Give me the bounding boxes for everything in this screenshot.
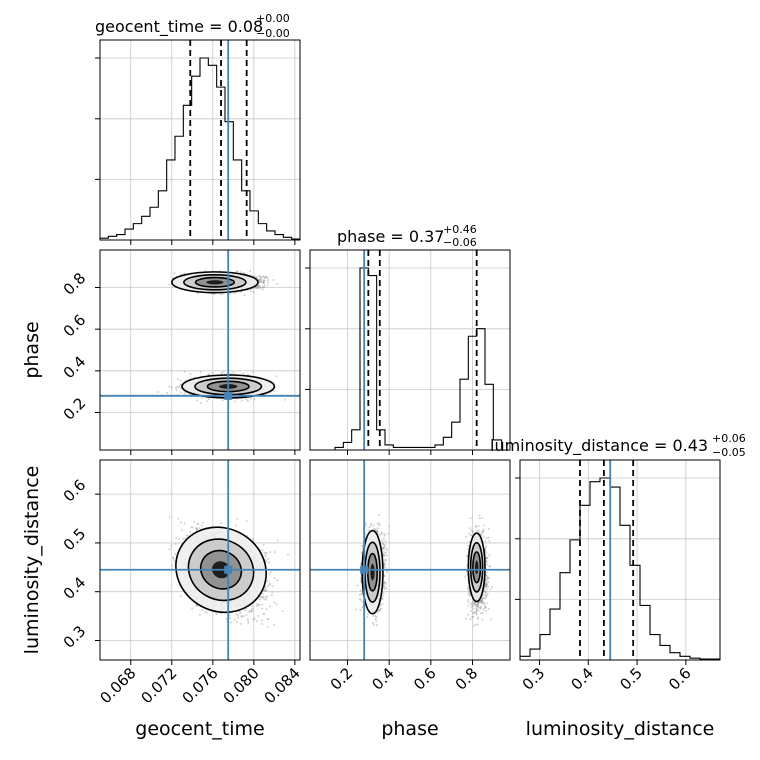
panel-frame: [519, 459, 721, 661]
histogram-phase: [310, 267, 510, 450]
title-geocent-time: geocent_time = 0.08: [95, 17, 263, 37]
panel-frame: [99, 39, 301, 241]
truth-marker: [360, 565, 369, 574]
xtick-label: 0.084: [261, 664, 304, 707]
xtick-label: 0.076: [179, 664, 222, 707]
title-luminosity-distance-sup: +0.06: [712, 432, 746, 445]
histogram-geocent_time: [100, 57, 300, 240]
xlabel-phase: phase: [381, 718, 438, 740]
xtick-label: 0.8: [452, 664, 482, 694]
panel-geocent_time-phase: 0.2 0.4 0.6 0.8: [60, 249, 301, 455]
ylabel-phase: phase: [21, 321, 43, 378]
ylabel-luminosity-distance: luminosity_distance: [21, 466, 43, 655]
title-luminosity-distance-sub: −0.05: [712, 446, 746, 459]
title-phase-sup: +0.46: [443, 223, 477, 236]
panel-frame: [99, 459, 301, 661]
xtick-label: 0.4: [368, 664, 398, 694]
contour-level: [370, 563, 375, 581]
contour-level: [206, 280, 224, 285]
xlabel-geocent-time: geocent_time: [135, 718, 264, 740]
xtick-label: 0.4: [568, 664, 598, 694]
xtick-label: 0.080: [220, 664, 263, 707]
contours: [361, 529, 486, 615]
ytick-label: 0.4: [60, 352, 90, 382]
title-geocent-time-sub: −0.00: [256, 27, 290, 40]
title-geocent-time-sup: +0.00: [256, 12, 290, 25]
xtick-label: 0.5: [616, 664, 646, 694]
xtick-label: 0.068: [96, 664, 139, 707]
ytick-label: 0.8: [60, 269, 90, 299]
ytick-label: 0.6: [60, 476, 90, 506]
truth-marker: [224, 565, 233, 574]
panel-phase-luminosity_distance: 0.2 0.4 0.6 0.8: [309, 459, 511, 694]
truth-marker: [224, 391, 233, 400]
panel-geocent_time-geocent_time: [95, 39, 301, 245]
contour-level: [475, 560, 479, 575]
ytick-label: 0.5: [60, 525, 90, 555]
ytick-label: 0.2: [60, 394, 90, 424]
panel-frame: [99, 249, 301, 451]
xtick-label: 0.6: [665, 664, 695, 694]
panel-luminosity_distance-luminosity_distance: 0.3 0.4 0.5 0.6: [515, 459, 721, 694]
xtick-label: 0.3: [519, 664, 549, 694]
title-phase: phase = 0.37: [337, 227, 444, 246]
ytick-label: 0.3: [60, 622, 90, 652]
xtick-label: 0.072: [138, 664, 181, 707]
panel-frame: [309, 459, 511, 661]
title-luminosity-distance: luminosity_distance = 0.43: [490, 436, 708, 456]
xlabel-luminosity-distance: luminosity_distance: [526, 718, 715, 740]
panel-frame: [309, 249, 511, 451]
contours: [170, 271, 276, 399]
panel-phase-phase: [305, 249, 511, 455]
xtick-label: 0.6: [410, 664, 440, 694]
histogram-luminosity_distance: [520, 477, 720, 660]
xtick-label: 0.2: [327, 664, 357, 694]
ytick-label: 0.4: [60, 573, 90, 603]
title-phase-sub: −0.06: [443, 236, 477, 249]
ytick-label: 0.6: [60, 311, 90, 341]
